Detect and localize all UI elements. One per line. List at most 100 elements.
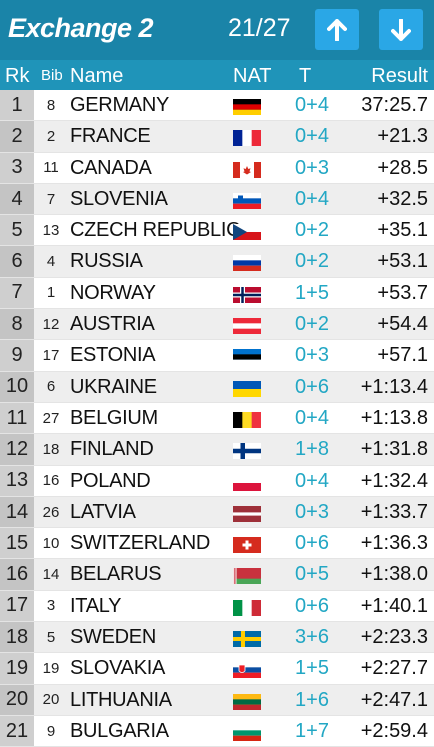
team-name: LATVIA (70, 500, 136, 523)
table-row: 10 6 UKRAINE 0+6 +1:13.4 (0, 371, 434, 403)
table-row: 15 10 SWITZERLAND 0+6 +1:36.3 (0, 528, 434, 560)
page-title: Exchange 2 (8, 13, 154, 43)
bib-cell: 12 (42, 315, 60, 333)
switzerland-flag (233, 537, 261, 554)
result-cell: +32.5 (377, 187, 428, 210)
bib-cell: 13 (42, 221, 60, 239)
penalty-cell: 3+6 (295, 626, 329, 649)
table-row: 7 1 NORWAY 1+5 +53.7 (0, 277, 434, 310)
column-header-row: Rk Bib Name NAT T Result (0, 62, 434, 90)
team-name: RUSSIA (70, 250, 143, 273)
rank-cell: 16 (0, 559, 34, 590)
rank-cell: 11 (0, 402, 34, 434)
penalty-cell: 0+4 (295, 125, 329, 148)
bib-cell: 11 (43, 159, 59, 177)
bib-cell: 1 (46, 284, 56, 302)
penalty-cell: 0+3 (295, 500, 329, 523)
rank-cell: 14 (0, 496, 34, 528)
russia-flag (233, 255, 261, 272)
team-name: SLOVENIA (70, 187, 168, 210)
penalty-cell: 1+5 (295, 281, 329, 304)
slovakia-flag (233, 662, 261, 679)
bib-cell: 3 (46, 597, 56, 615)
penalty-cell: 1+8 (295, 438, 329, 461)
results-table: 1 8 GERMANY 0+4 37:25.7 2 2 FRANCE 0+4 +21.3 3 11 CA… (0, 90, 434, 747)
bib-cell: 26 (42, 503, 60, 521)
table-row: 4 7 SLOVENIA 0+4 +32.5 (0, 183, 434, 216)
penalty-cell: 0+3 (295, 156, 329, 179)
result-cell: +2:47.1 (360, 688, 428, 711)
table-row: 20 20 LITHUANIA 1+6 +2:47.1 (0, 684, 434, 716)
result-cell: +1:40.1 (360, 594, 428, 617)
bib-cell: 19 (42, 659, 60, 677)
result-cell: +2:23.3 (360, 626, 428, 649)
team-name: BELGIUM (70, 406, 158, 429)
table-row: 5 13 CZECH REPUBLIC 0+2 +35.1 (0, 215, 434, 247)
rank-cell: 9 (0, 340, 34, 371)
column-name: Name (70, 65, 124, 87)
rank-cell: 17 (0, 590, 34, 622)
estonia-flag (233, 349, 261, 366)
team-name: GERMANY (70, 94, 170, 116)
czech-flag (233, 224, 261, 241)
rank-cell: 3 (0, 152, 34, 183)
rank-cell: 20 (0, 684, 34, 715)
result-cell: +1:32.4 (360, 469, 428, 492)
lithuania-flag (233, 693, 261, 710)
team-name: FINLAND (70, 438, 154, 461)
team-name: NORWAY (70, 281, 156, 304)
table-row: 21 9 BULGARIA 1+7 +2:59.4 (0, 715, 434, 747)
table-row: 11 27 BELGIUM 0+4 +1:13.8 (0, 402, 434, 435)
france-flag (233, 130, 261, 147)
result-cell: +1:31.8 (360, 438, 428, 461)
result-cell: +1:33.7 (360, 500, 428, 523)
team-name: SWEDEN (70, 626, 156, 649)
table-row: 17 3 ITALY 0+6 +1:40.1 (0, 590, 434, 623)
table-row: 16 14 BELARUS 0+5 +1:38.0 (0, 559, 434, 591)
rank-cell: 5 (0, 215, 34, 246)
table-row: 18 5 SWEDEN 3+6 +2:23.3 (0, 622, 434, 654)
penalty-cell: 0+5 (295, 563, 329, 586)
table-row: 19 19 SLOVAKIA 1+5 +2:27.7 (0, 653, 434, 685)
column-result: Result (371, 65, 428, 87)
result-cell: +21.3 (377, 125, 428, 148)
penalty-cell: 0+2 (295, 313, 329, 336)
penalty-cell: 0+6 (295, 594, 329, 617)
result-cell: +1:36.3 (360, 532, 428, 555)
bib-cell: 8 (46, 96, 56, 114)
bib-cell: 14 (42, 566, 60, 584)
bulgaria-flag (233, 724, 261, 741)
result-cell: +57.1 (377, 344, 428, 367)
column-bib: Bib (41, 67, 63, 84)
column-nationality: NAT (233, 65, 272, 87)
result-cell: +35.1 (377, 219, 428, 242)
rank-cell: 4 (0, 183, 34, 215)
bib-cell: 17 (42, 347, 60, 365)
bib-cell: 7 (46, 190, 56, 208)
previous-page-button[interactable] (315, 9, 359, 50)
belarus-flag (233, 568, 261, 585)
table-row: 13 16 POLAND 0+4 +1:32.4 (0, 465, 434, 497)
page-counter: 21/27 (228, 14, 291, 42)
team-name: SWITZERLAND (70, 532, 211, 555)
team-name: CANADA (70, 156, 152, 179)
team-name: POLAND (70, 469, 151, 492)
belgium-flag (233, 411, 261, 428)
team-name: BELARUS (70, 563, 162, 586)
result-cell: +1:13.8 (360, 406, 428, 429)
penalty-cell: 0+4 (295, 469, 329, 492)
italy-flag (233, 599, 261, 616)
rank-cell: 7 (0, 277, 34, 309)
bib-cell: 10 (42, 534, 60, 552)
bib-cell: 6 (46, 378, 56, 396)
canada-flag (233, 161, 261, 178)
slovenia-flag (233, 192, 261, 209)
penalty-cell: 1+5 (295, 657, 329, 680)
rank-cell: 6 (0, 246, 34, 277)
penalty-cell: 0+4 (295, 94, 329, 116)
next-page-button[interactable] (379, 9, 423, 50)
rank-cell: 13 (0, 465, 34, 496)
penalty-cell: 0+2 (295, 219, 329, 242)
table-row: 12 18 FINLAND 1+8 +1:31.8 (0, 434, 434, 466)
arrow-up-icon (327, 18, 347, 41)
